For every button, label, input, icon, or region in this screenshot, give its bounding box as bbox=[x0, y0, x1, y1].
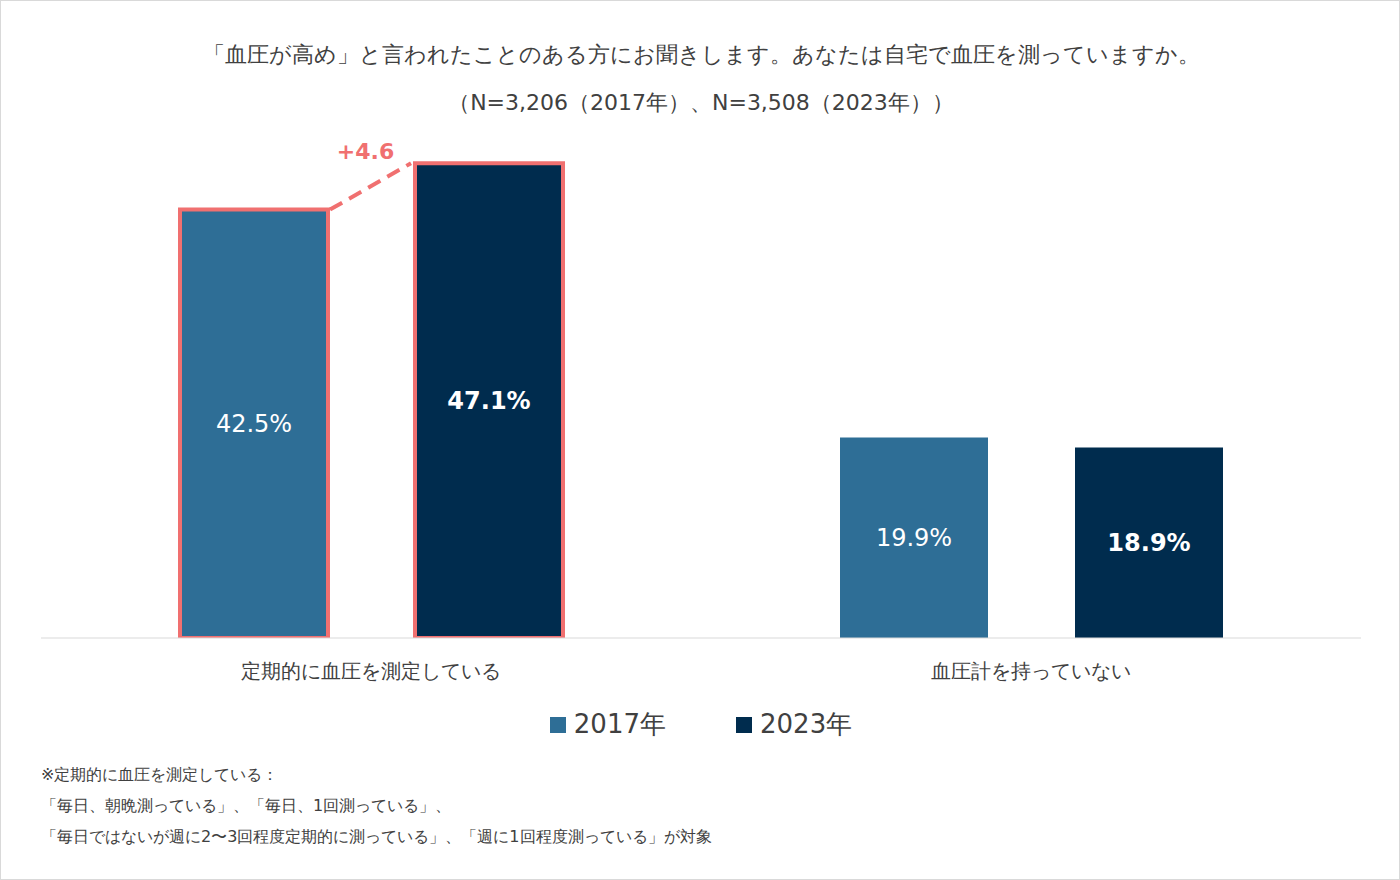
html-text:「毎日ではないが週に2〜3回程度定期的に測っている」、「週に: 「毎日ではないが週に2〜3回程度定期的に測っている」、「週に1回程度測っている」… bbox=[41, 827, 712, 846]
svg-text:血圧計を持っていない: 血圧計を持っていない bbox=[931, 659, 1131, 683]
svg-text:18.9%: 18.9% bbox=[1107, 529, 1190, 557]
html-text:※定期的に血圧を測定している：: ※定期的に血圧を測定している： bbox=[41, 765, 279, 784]
svg-text:19.9%: 19.9% bbox=[876, 524, 952, 552]
svg-text:42.5%: 42.5% bbox=[216, 410, 292, 438]
html-text:2023年: 2023年 bbox=[760, 709, 853, 739]
svg-text:+4.6: +4.6 bbox=[337, 139, 394, 164]
svg-text:定期的に血圧を測定している: 定期的に血圧を測定している bbox=[241, 659, 501, 683]
html-text:（N=3,206（2017年）、N=3,508（2023年）: （N=3,206（2017年）、N=3,508（2023年）） bbox=[448, 90, 954, 115]
svg-text:47.1%: 47.1% bbox=[447, 387, 530, 415]
html-text:「毎日、朝晩測っている」、「毎日、1回測っている」、: 「毎日、朝晩測っている」、「毎日、1回測っている」、 bbox=[41, 796, 452, 815]
html-text:2017年: 2017年 bbox=[573, 709, 666, 739]
html-text:「血圧が高め」と言われたことのある方にお聞きします。あなたは: 「血圧が高め」と言われたことのある方にお聞きします。あなたは自宅で血圧を測ってい… bbox=[202, 42, 1200, 67]
